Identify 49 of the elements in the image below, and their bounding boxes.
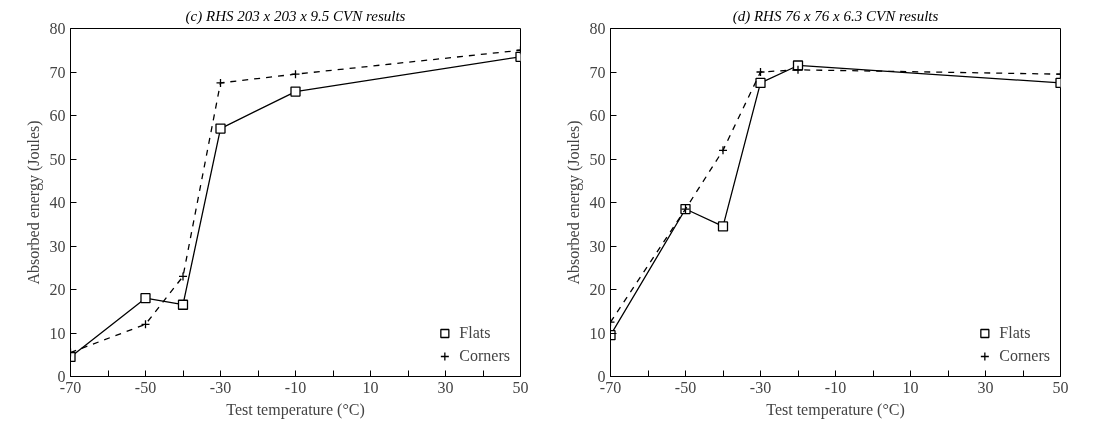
y-tick-label: 50 <box>589 150 606 168</box>
x-axis-title: Test temperature (°C) <box>766 400 905 419</box>
chart-title: (d) RHS 76 x 76 x 6.3 CVN results <box>732 7 939 25</box>
point <box>793 65 803 75</box>
point <box>718 145 728 155</box>
y-tick-label: 30 <box>49 237 66 255</box>
x-tick-label: 50 <box>1052 378 1069 396</box>
x-tick-label: -50 <box>134 378 157 396</box>
y-tick-label: 40 <box>49 194 66 211</box>
point <box>177 299 189 310</box>
y-tick-label: 40 <box>589 194 606 211</box>
legend-label: Flats <box>459 324 491 342</box>
legend-label: Flats <box>999 324 1031 342</box>
x-tick-label: -10 <box>284 378 307 396</box>
y-tick-label: 50 <box>49 150 66 168</box>
y-tick-label: 60 <box>49 107 66 124</box>
y-tick-label: 10 <box>589 324 606 342</box>
legend-label: Corners <box>999 347 1050 365</box>
chart-title: (c) RHS 203 x 203 x 9.5 CVN results <box>185 7 406 25</box>
y-tick-label: 60 <box>589 107 606 124</box>
x-tick-label: 30 <box>977 378 994 396</box>
point <box>215 78 226 88</box>
point <box>178 271 188 282</box>
x-tick-label: -30 <box>749 378 772 396</box>
y-tick-label: 20 <box>589 281 606 298</box>
x-tick-label: -30 <box>209 378 232 396</box>
x-tick-label: -10 <box>824 378 847 396</box>
x-tick-label: 10 <box>362 378 379 396</box>
y-axis-title: Absorbed energy (Joules) <box>564 120 583 285</box>
x-tick-label: 10 <box>902 378 919 396</box>
point <box>140 293 151 304</box>
y-tick-label: 80 <box>589 20 606 37</box>
point <box>755 67 766 77</box>
point <box>755 77 766 89</box>
x-tick-label: -50 <box>674 378 697 396</box>
y-tick-label: 20 <box>49 281 66 298</box>
y-tick-label: 80 <box>49 20 66 37</box>
x-axis-title: Test temperature (°C) <box>226 400 365 419</box>
point <box>290 86 301 97</box>
x-tick-label: 50 <box>512 378 529 396</box>
y-tick-label: 70 <box>589 63 606 81</box>
point <box>215 123 226 134</box>
legend-label: Corners <box>459 347 510 365</box>
point <box>717 221 729 232</box>
x-tick-label: 30 <box>437 378 454 396</box>
y-axis-title: Absorbed energy (Joules) <box>24 120 43 285</box>
y-tick-label: 30 <box>589 237 606 255</box>
y-tick-label: 70 <box>49 63 66 81</box>
y-tick-label: 10 <box>49 324 66 342</box>
